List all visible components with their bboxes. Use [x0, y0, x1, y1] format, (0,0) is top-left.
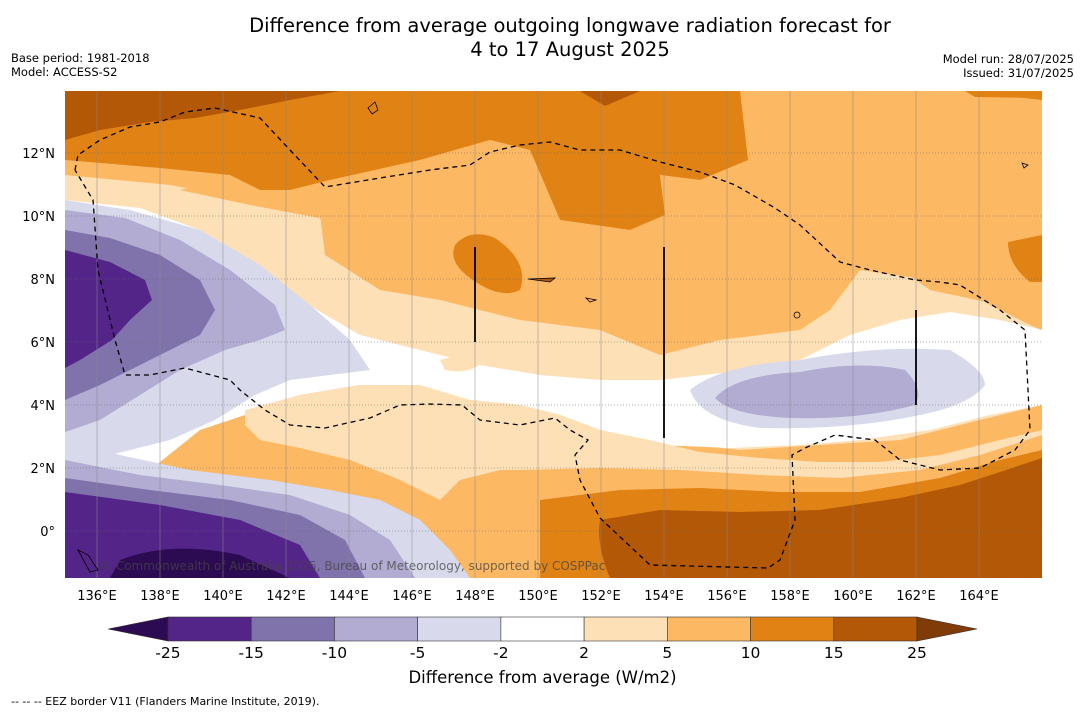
lat-tick: 12°N — [22, 147, 55, 162]
meta-left: Base period: 1981-2018 Model: ACCESS-S2 — [11, 51, 150, 79]
title-line-2: 4 to 17 August 2025 — [470, 38, 670, 61]
title-line-1: Difference from average outgoing longwav… — [249, 14, 891, 37]
colorbar-cell — [167, 616, 252, 642]
model-run: Model run: 28/07/2025 — [942, 52, 1074, 66]
colorbar-ticks: -25 -15 -10 -5 -2 2 5 10 15 25 — [155, 644, 927, 662]
colorbar-cell — [334, 616, 418, 642]
colorbar-cell — [583, 616, 668, 642]
lat-tick: 8°N — [31, 273, 56, 288]
lon-tick: 140°E — [203, 589, 243, 604]
colorbar-cell — [250, 616, 335, 642]
colorbar-tick-label: 2 — [579, 644, 589, 662]
colorbar-cell — [667, 616, 751, 642]
colorbar-tick-label: 10 — [741, 644, 761, 662]
lon-tick: 142°E — [266, 589, 306, 604]
lat-tick: 0° — [40, 525, 55, 540]
colorbar-cell — [833, 616, 918, 642]
map-area: © Commonwealth of Australia 2025, Bureau… — [65, 91, 1042, 578]
colorbar-extend-low — [107, 616, 169, 642]
lon-ticks: 136°E 138°E 140°E 142°E 144°E 146°E 148°… — [77, 589, 999, 604]
colorbar-cells — [167, 616, 918, 642]
lon-tick: 144°E — [329, 589, 369, 604]
colorbar-tick-label: -15 — [239, 644, 264, 662]
issued-date: Issued: 31/07/2025 — [963, 66, 1074, 80]
colorbar-cell — [417, 616, 502, 642]
lon-tick: 158°E — [770, 589, 810, 604]
colorbar-extend-high — [916, 616, 978, 642]
colorbar-cell — [500, 616, 585, 642]
lon-tick: 160°E — [833, 589, 873, 604]
colorbar-cell — [750, 616, 835, 642]
lon-tick: 136°E — [77, 589, 117, 604]
lon-tick: 162°E — [896, 589, 936, 604]
graticule — [65, 152, 1042, 532]
lon-tick: 146°E — [392, 589, 432, 604]
colorbar-tick-label: 25 — [907, 644, 927, 662]
anomaly-10-15 — [65, 91, 748, 230]
footnote: -- -- -- EEZ border V11 (Flanders Marine… — [11, 695, 320, 708]
colorbar: -25 -15 -10 -5 -2 2 5 10 15 25 — [107, 616, 978, 662]
base-period: Base period: 1981-2018 — [11, 51, 150, 65]
lon-tick: 152°E — [581, 589, 621, 604]
meta-right: Model run: 28/07/2025 Issued: 31/07/2025 — [943, 52, 1074, 80]
lat-tick: 6°N — [31, 336, 56, 351]
map-title: Difference from average outgoing longwav… — [0, 14, 1085, 62]
anomaly-15-25-se — [599, 458, 1042, 578]
lon-tick: 156°E — [707, 589, 747, 604]
lon-tick: 150°E — [518, 589, 558, 604]
lat-tick: 2°N — [31, 462, 56, 477]
colorbar-tick-label: 15 — [824, 644, 844, 662]
anomaly-15-25-nw — [65, 91, 340, 140]
colorbar-tick-label: -2 — [493, 644, 508, 662]
model-name: Model: ACCESS-S2 — [11, 65, 118, 79]
lat-tick: 4°N — [31, 399, 56, 414]
colorbar-tick-label: -25 — [155, 644, 180, 662]
watermark-text: © Commonwealth of Australia 2025, Bureau… — [100, 559, 605, 573]
lon-tick: 138°E — [140, 589, 180, 604]
colorbar-tick-label: 5 — [662, 644, 672, 662]
eez-border — [74, 107, 1031, 569]
colorbar-tick-label: -5 — [410, 644, 425, 662]
lon-tick: 164°E — [959, 589, 999, 604]
coastlines — [77, 101, 1029, 573]
colorbar-label: Difference from average (W/m2) — [408, 668, 677, 687]
colorbar-tick-label: -10 — [322, 644, 347, 662]
lat-ticks: 12°N 10°N 8°N 6°N 4°N 2°N 0° — [22, 147, 55, 540]
lat-tick: 10°N — [22, 210, 55, 225]
lon-tick: 148°E — [455, 589, 495, 604]
lon-tick: 154°E — [644, 589, 684, 604]
